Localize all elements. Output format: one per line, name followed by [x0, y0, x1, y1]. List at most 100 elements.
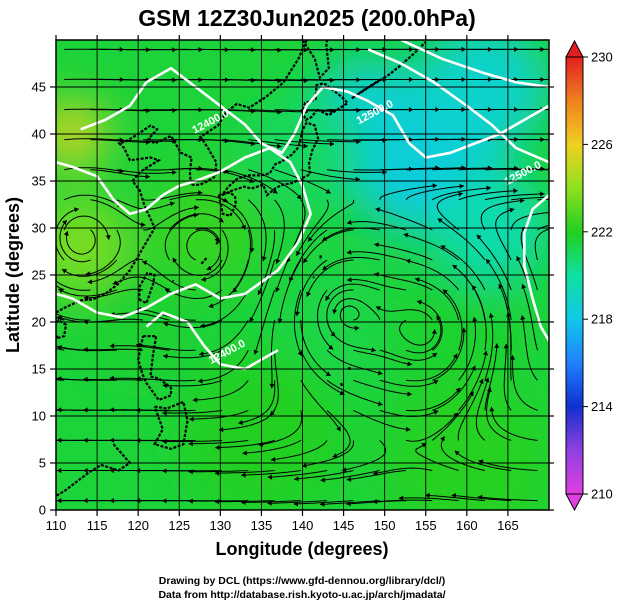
streamline: [432, 365, 476, 411]
streamline: [300, 350, 345, 396]
streamline-arrow: [62, 269, 68, 274]
streamline-arrow: [330, 331, 336, 337]
streamline-arrow: [477, 494, 483, 500]
streamline-arrow: [162, 383, 167, 389]
streamline-arrow: [308, 236, 313, 242]
credit-drawing: Drawing by DCL (https://www.gfd-dennou.o…: [159, 575, 445, 587]
streamline-arrow: [188, 498, 193, 504]
streamline-arrow: [194, 205, 199, 211]
streamline-arrow: [109, 498, 114, 504]
streamline-arrow: [188, 441, 193, 447]
streamline-arrow: [421, 443, 427, 448]
streamline-arrow: [303, 258, 308, 263]
streamline: [90, 169, 151, 178]
streamline-arrow: [425, 492, 430, 499]
x-tick-label: 145: [333, 518, 355, 533]
streamline-arrow: [189, 416, 194, 422]
x-tick-label: 130: [209, 518, 231, 533]
streamline-arrow: [83, 467, 88, 474]
streamline-arrow: [169, 201, 175, 207]
streamline: [327, 169, 387, 173]
streamline: [164, 214, 199, 261]
credit-data: Data from http://database.rish.kyoto-u.a…: [158, 589, 445, 601]
streamline-arrow: [484, 377, 490, 383]
streamline: [379, 167, 440, 171]
streamline: [485, 258, 512, 321]
streamline: [475, 377, 489, 441]
x-tick-label: 120: [127, 518, 149, 533]
streamline: [316, 289, 334, 350]
colorbar-tick-label: 210: [591, 487, 613, 502]
streamline-arrow: [433, 410, 439, 415]
streamline: [302, 440, 355, 467]
streamline-arrow: [57, 407, 62, 413]
streamline: [162, 379, 223, 387]
y-tick-label: 45: [32, 80, 46, 95]
streamline-arrow: [561, 209, 565, 214]
streamline-arrow: [145, 174, 150, 180]
streamline-arrow: [109, 375, 114, 381]
coastline: [215, 241, 219, 245]
streamline-arrow: [478, 378, 484, 384]
streamline: [66, 229, 96, 255]
streamline-arrow: [302, 463, 307, 469]
streamline-arrow: [329, 141, 335, 147]
streamline-arrow: [373, 470, 378, 476]
streamline-arrow: [510, 355, 516, 360]
streamline-arrow: [32, 336, 37, 341]
streamline-arrow: [277, 318, 283, 324]
streamline: [232, 229, 252, 293]
coastline: [217, 191, 238, 218]
streamline-arrow: [289, 276, 294, 282]
streamline-arrow: [83, 498, 88, 504]
streamline: [238, 380, 276, 424]
colorbar-tick-label: 226: [591, 137, 613, 152]
streamline-arrow: [294, 476, 299, 482]
y-tick-label: 30: [32, 221, 46, 236]
streamline: [269, 350, 279, 416]
streamline-arrow: [5, 370, 10, 375]
streamline-arrow: [269, 383, 275, 389]
streamline: [242, 439, 302, 454]
y-tick-label: 20: [32, 315, 46, 330]
streamline-arrow: [142, 260, 147, 266]
streamline-arrow: [241, 472, 246, 478]
streamline-arrow: [437, 218, 443, 223]
streamline: [221, 199, 253, 253]
streamline: [221, 139, 282, 148]
streamline-arrow: [249, 178, 255, 183]
x-tick-label: 115: [87, 518, 108, 533]
streamline: [136, 308, 196, 321]
streamline-arrow: [162, 410, 167, 416]
coastline: [56, 443, 132, 497]
streamline-arrow: [322, 236, 328, 241]
streamline-arrow: [163, 353, 168, 359]
coastline: [312, 276, 315, 279]
field-patch: [384, 275, 517, 407]
streamline: [248, 109, 309, 113]
x-axis-title: Longitude (degrees): [215, 539, 388, 559]
streamline: [221, 169, 278, 194]
streamline-arrow: [188, 469, 193, 475]
streamline: [267, 470, 328, 478]
streamline-arrow: [592, 219, 596, 224]
contour-line: [80, 66, 549, 159]
streamline-arrow: [275, 287, 280, 293]
streamline-arrow: [593, 77, 597, 82]
streamline-arrow: [454, 450, 460, 456]
streamline: [432, 187, 491, 201]
streamline: [249, 259, 276, 323]
streamline: [511, 196, 549, 201]
colorbar-bottom-triangle: [565, 493, 584, 512]
streamline: [405, 387, 461, 412]
streamline-arrow: [374, 272, 380, 277]
streamline: [405, 412, 459, 442]
streamline: [521, 315, 538, 381]
streamline: [135, 409, 196, 412]
streamline-arrow: [58, 288, 64, 294]
streamline: [322, 257, 380, 271]
streamline: [326, 379, 383, 406]
streamline: [458, 316, 477, 381]
streamline-arrow: [489, 406, 495, 412]
